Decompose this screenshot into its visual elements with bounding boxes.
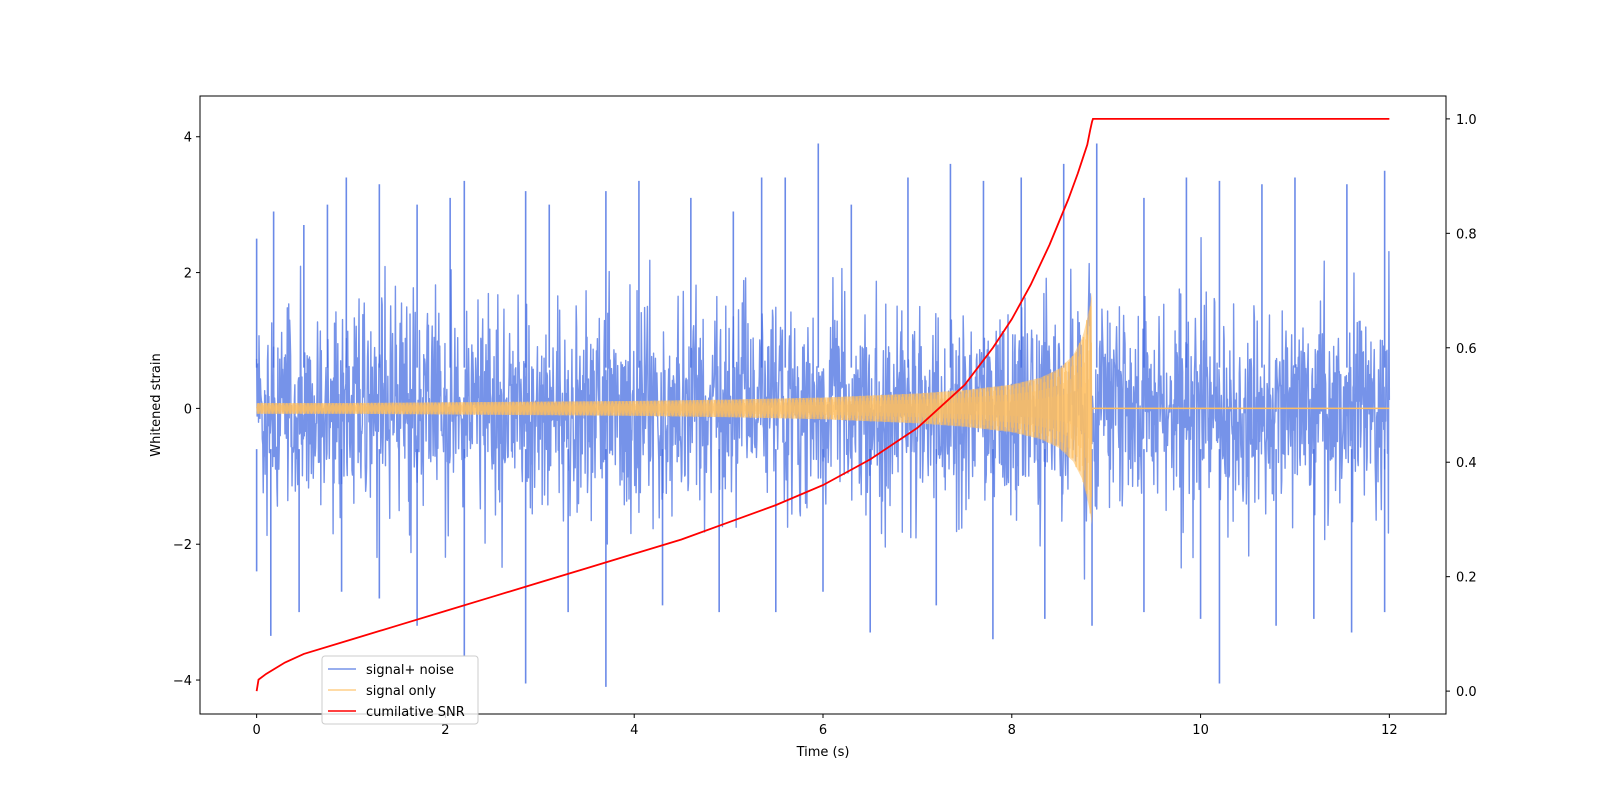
y-tick-label: 2: [184, 267, 192, 282]
y2-tick-label: 0.0: [1456, 685, 1477, 700]
legend-label-signal-only: signal only: [366, 684, 436, 699]
x-tick-label: 12: [1381, 723, 1398, 738]
y2-tick-label: 0.8: [1456, 227, 1477, 242]
plot-area: [255, 117, 1391, 692]
x-axis: 0 2 4 6 8 10 12: [252, 714, 1398, 738]
legend: signal+ noise signal only cumilative SNR: [321, 655, 479, 725]
y-tick-label: −2: [173, 538, 192, 553]
y-tick-label: 0: [184, 402, 192, 417]
y-axis-left: −4 −2 0 2 4: [173, 131, 200, 689]
series-signal-only-envelope: [256, 292, 1093, 525]
y-tick-label: 4: [184, 131, 192, 146]
y2-tick-label: 0.2: [1456, 571, 1477, 586]
series-cumulative-snr: [255, 117, 1390, 692]
y-axis-right: 0.0 0.2 0.4 0.6 0.8 1.0: [1446, 113, 1477, 700]
x-tick-label: 2: [441, 723, 449, 738]
x-tick-label: 8: [1008, 723, 1016, 738]
x-tick-label: 4: [630, 723, 638, 738]
x-tick-label: 0: [252, 723, 260, 738]
x-axis-title: Time (s): [796, 745, 850, 760]
y2-tick-label: 0.6: [1456, 342, 1477, 357]
y2-tick-label: 0.4: [1456, 456, 1477, 471]
y-axis-title: Whitened strain: [149, 353, 164, 456]
legend-label-signal-noise: signal+ noise: [366, 663, 454, 678]
y2-tick-label: 1.0: [1456, 113, 1477, 128]
x-tick-label: 6: [819, 723, 827, 738]
legend-label-cumulative-snr: cumilative SNR: [366, 705, 465, 720]
x-tick-label: 10: [1192, 723, 1209, 738]
y-tick-label: −4: [173, 674, 192, 689]
legend-box: [321, 655, 479, 725]
